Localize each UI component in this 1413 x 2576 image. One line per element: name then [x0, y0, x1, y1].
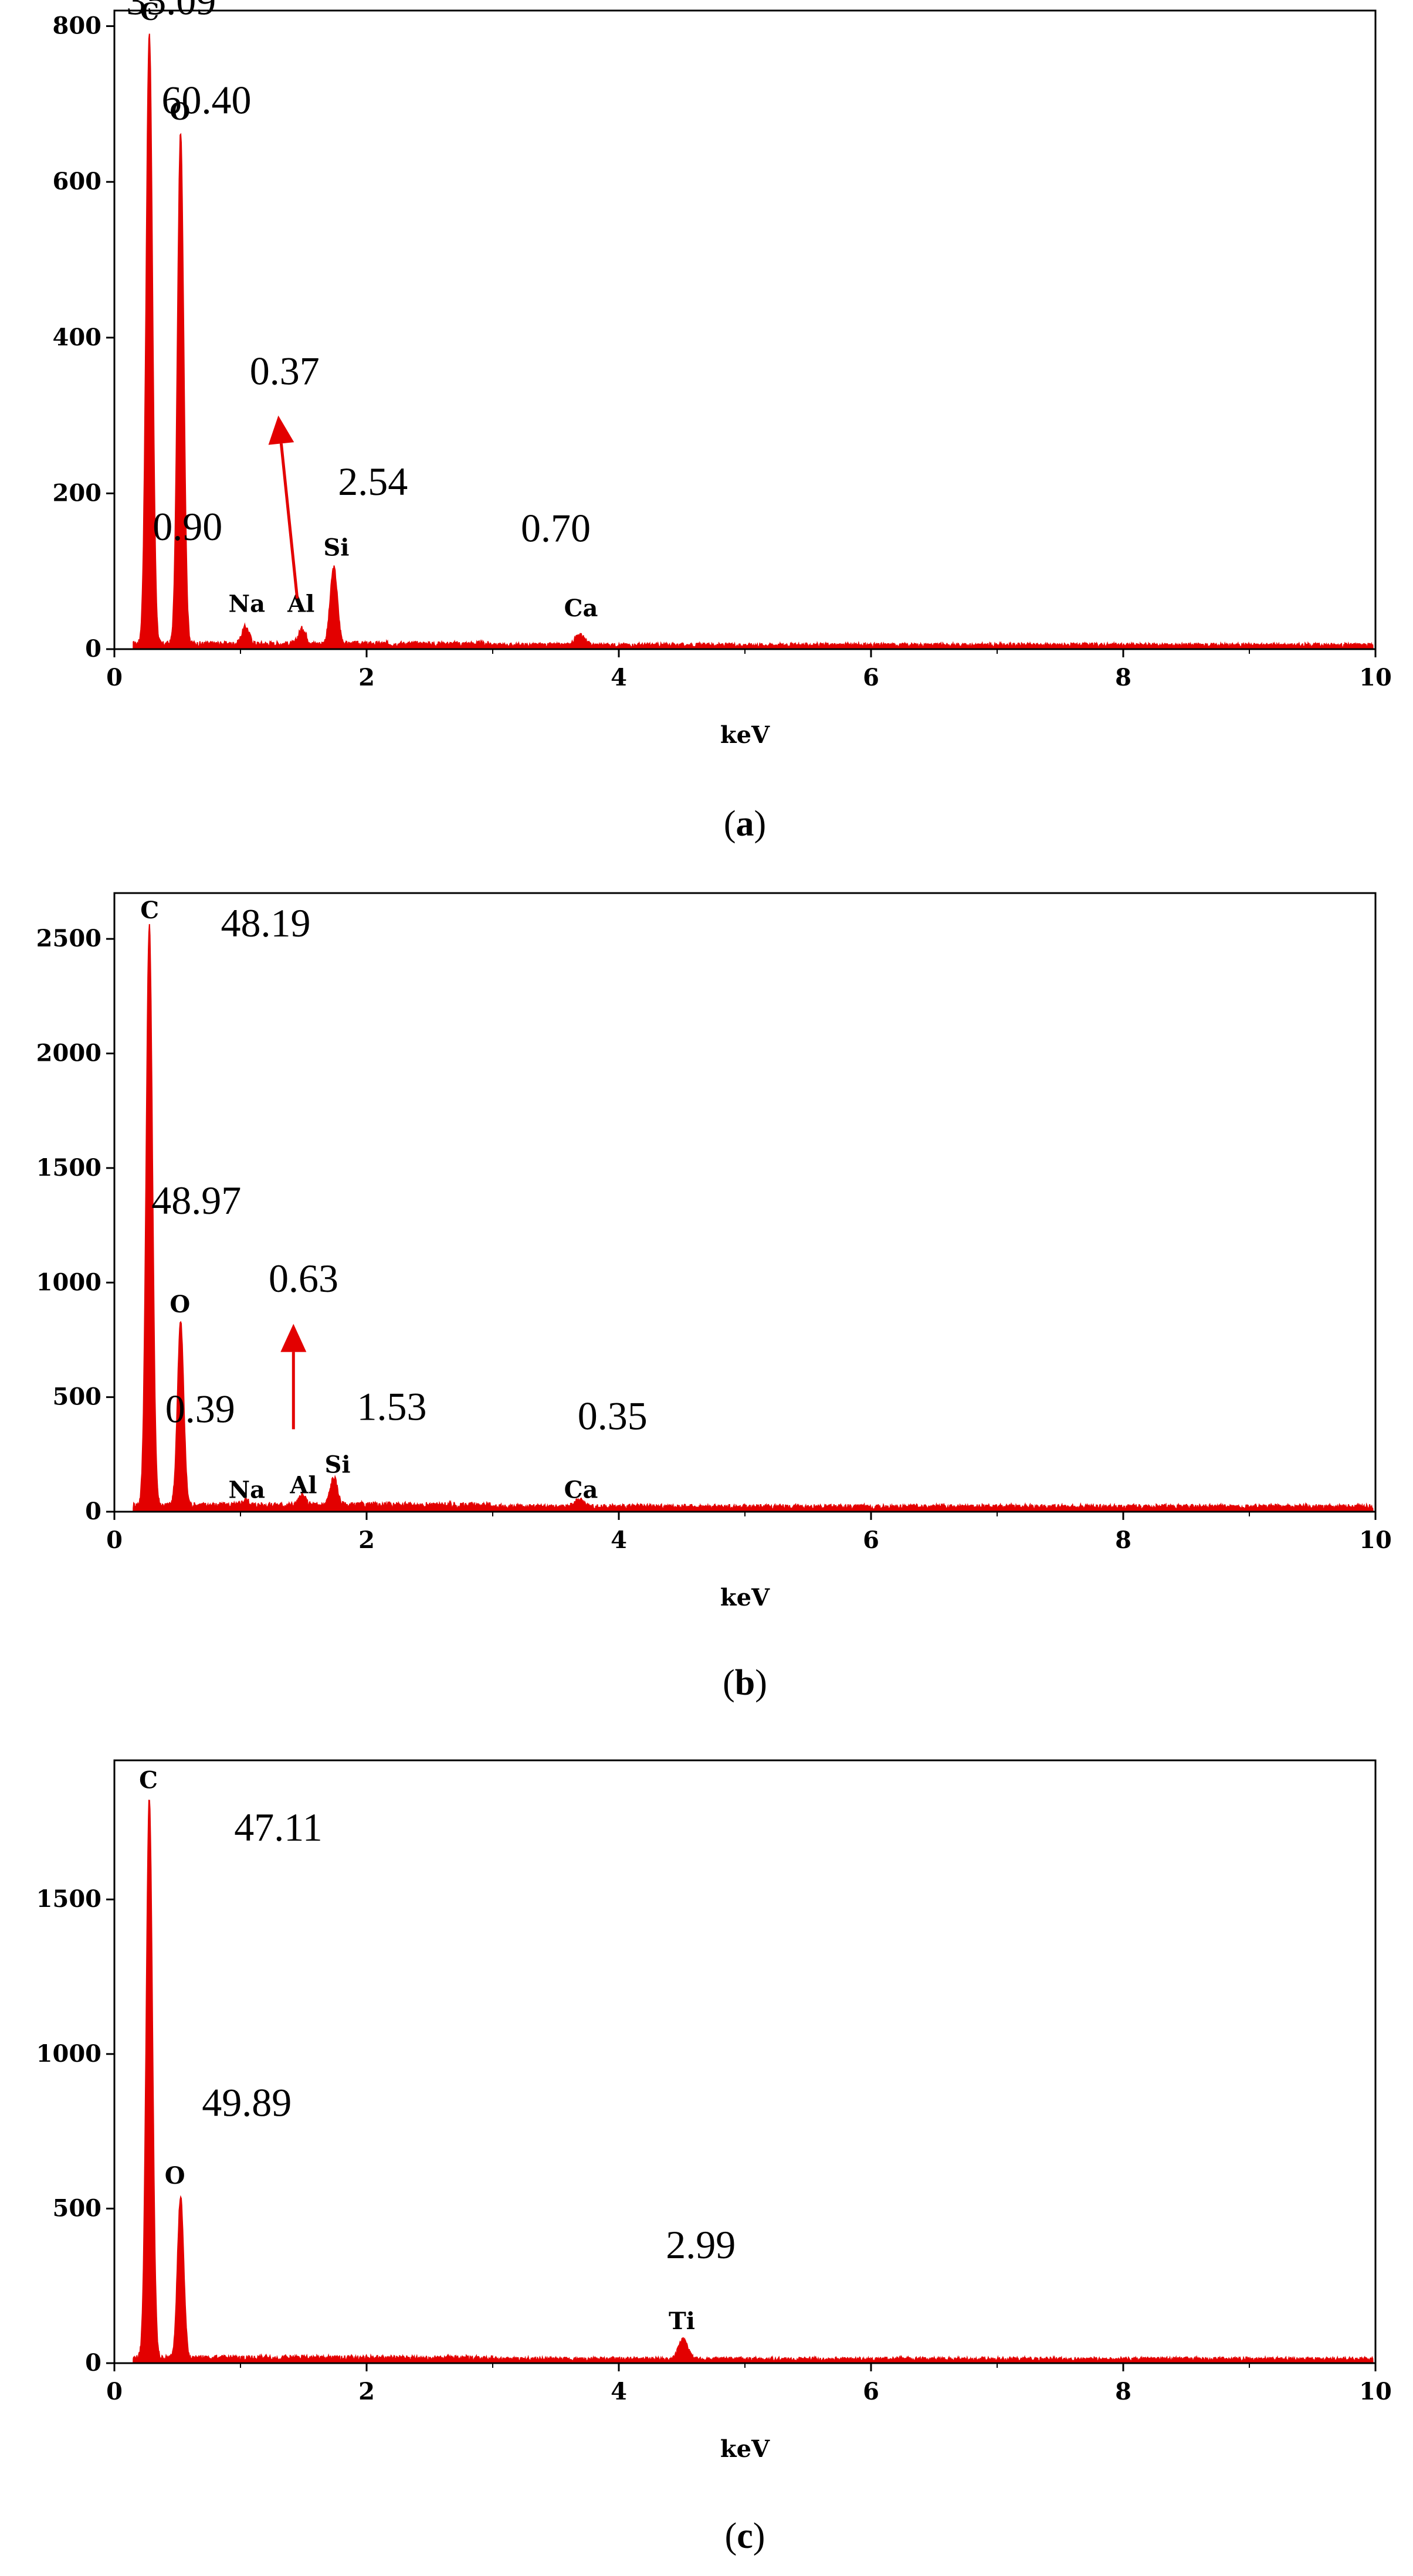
element-label-na: Na — [229, 1477, 265, 1504]
value-label: 35.09 — [126, 0, 216, 23]
x-tick-label: 2 — [358, 2378, 375, 2405]
y-tick-label: 0 — [85, 635, 101, 663]
element-label-c: C — [139, 1766, 158, 1794]
panel-caption: (b) — [723, 1663, 767, 1703]
value-label: 2.99 — [666, 2222, 736, 2267]
x-tick-label: 4 — [611, 2378, 627, 2405]
y-tick-label: 400 — [53, 324, 102, 351]
arrow-head — [280, 1323, 307, 1352]
value-label: 0.35 — [578, 1393, 648, 1438]
x-tick-label: 10 — [1359, 2378, 1392, 2405]
x-tick-label: 2 — [358, 664, 375, 691]
x-axis-title: keV — [720, 2435, 770, 2463]
element-label-al: Al — [287, 590, 314, 617]
value-label: 2.54 — [338, 459, 408, 504]
value-label: 60.40 — [161, 77, 251, 122]
y-tick-label: 2500 — [36, 925, 101, 952]
value-label: 0.37 — [250, 348, 320, 393]
element-label-na: Na — [229, 590, 265, 617]
panel-b: 0 500 1000 1500 2000 2500 0 2 4 6 8 10 keV C O Na Al Si Ca… — [36, 892, 1392, 1703]
panel-c: 0 500 1000 1500 0 2 4 6 8 10 keV C O Ti 47.11 49.89 2.99… — [36, 1759, 1392, 2556]
panel-caption: (a) — [724, 804, 766, 844]
x-tick-label: 0 — [106, 664, 123, 691]
value-label: 47.11 — [234, 1805, 322, 1849]
spectrum-series — [133, 33, 1374, 650]
element-label-o: O — [170, 98, 190, 125]
x-axis-title: keV — [720, 721, 770, 749]
value-label: 0.63 — [269, 1256, 338, 1301]
value-label: 49.89 — [202, 2080, 292, 2124]
arrow-head — [268, 415, 294, 445]
y-tick-label: 1500 — [36, 1154, 101, 1182]
x-tick-label: 0 — [106, 1526, 123, 1554]
x-tick-label: 6 — [863, 1526, 879, 1554]
x-tick-label: 6 — [863, 664, 879, 691]
element-label-si: Si — [323, 534, 349, 562]
value-label: 0.39 — [165, 1387, 235, 1431]
y-tick-label: 1000 — [36, 2040, 101, 2068]
y-tick-label: 800 — [53, 12, 102, 40]
y-tick-label: 600 — [53, 168, 102, 195]
y-tick-label: 1500 — [36, 1885, 101, 1913]
x-tick-label: 0 — [106, 2378, 123, 2405]
element-label-c: C — [140, 0, 159, 26]
value-label: 0.70 — [521, 506, 591, 551]
y-tick-label: 0 — [85, 2349, 101, 2377]
spectrum-series — [133, 1800, 1374, 2364]
y-tick-label: 0 — [85, 1498, 101, 1525]
plot-frame — [113, 9, 1377, 650]
spectrum-series — [133, 924, 1374, 1512]
element-label-ti: Ti — [669, 2307, 695, 2335]
red-arrow — [268, 415, 299, 599]
arrow-shaft — [279, 443, 299, 599]
element-label-al: Al — [289, 1472, 317, 1499]
value-label: 48.19 — [221, 901, 311, 945]
x-tick-label: 10 — [1359, 1526, 1392, 1554]
x-tick-label: 8 — [1115, 1526, 1131, 1554]
x-axis-title: keV — [720, 1584, 770, 1611]
value-label: 0.90 — [153, 504, 222, 549]
x-tick-label: 8 — [1115, 664, 1131, 691]
value-label: 48.97 — [151, 1178, 241, 1223]
x-tick-label: 2 — [358, 1526, 375, 1554]
element-label-o: O — [165, 2162, 185, 2190]
y-tick-label: 200 — [53, 479, 102, 507]
y-tick-label: 500 — [53, 1383, 102, 1411]
red-arrow — [280, 1323, 307, 1430]
value-label: 1.53 — [357, 1384, 427, 1429]
x-tick-label: 6 — [863, 2378, 879, 2405]
x-tick-label: 8 — [1115, 2378, 1131, 2405]
plot-frame — [113, 1759, 1377, 2364]
element-label-si: Si — [325, 1451, 351, 1479]
y-tick-label: 1000 — [36, 1268, 101, 1296]
panel-caption: (c) — [725, 2516, 765, 2556]
x-tick-label: 4 — [611, 1526, 627, 1554]
y-tick-label: 2000 — [36, 1040, 101, 1067]
element-label-c: C — [140, 897, 159, 924]
element-label-ca: Ca — [564, 1477, 598, 1504]
x-tick-label: 4 — [611, 664, 627, 691]
y-tick-label: 500 — [53, 2194, 102, 2222]
element-label-o: O — [170, 1291, 190, 1318]
plot-frame — [113, 892, 1377, 1513]
element-label-ca: Ca — [564, 595, 598, 622]
panel-a: 0 200 400 600 800 0 2 4 6 8 10 keV C O Na Al Si Ca 35.09 60… — [53, 0, 1392, 844]
x-tick-label: 10 — [1359, 664, 1392, 691]
